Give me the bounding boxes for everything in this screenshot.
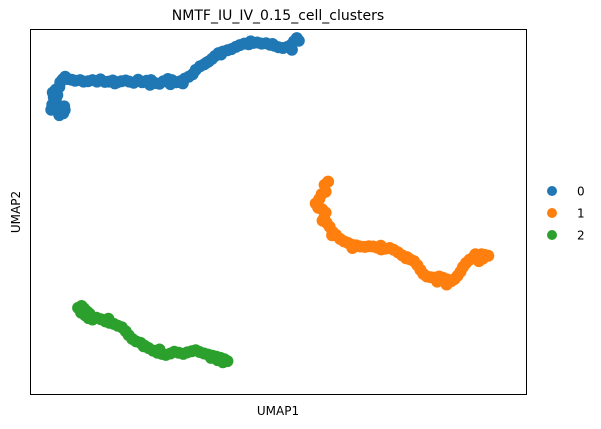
legend-marker xyxy=(547,208,557,218)
plot-frame xyxy=(30,29,527,395)
point-cluster-1 xyxy=(469,248,482,261)
legend-marker xyxy=(547,230,557,240)
chart-title: NMTF_IU_IV_0.15_cell_clusters xyxy=(172,8,384,24)
point-cluster-1 xyxy=(346,242,359,254)
series-1 xyxy=(309,175,495,291)
point-cluster-0 xyxy=(285,43,298,56)
point-cluster-0 xyxy=(292,34,305,47)
point-cluster-0 xyxy=(244,35,257,48)
point-cluster-0 xyxy=(215,48,227,61)
point-cluster-1 xyxy=(401,251,413,264)
legend-label: 1 xyxy=(577,207,585,221)
point-cluster-2 xyxy=(205,351,217,364)
series-0 xyxy=(45,32,305,122)
point-cluster-2 xyxy=(137,340,150,353)
point-cluster-0 xyxy=(176,77,189,90)
point-cluster-1 xyxy=(440,278,453,291)
point-cluster-2 xyxy=(102,312,115,325)
point-cluster-0 xyxy=(53,109,66,122)
legend-item-1: 1 xyxy=(547,207,585,221)
point-cluster-1 xyxy=(326,229,339,242)
point-cluster-0 xyxy=(144,78,156,91)
series-2 xyxy=(72,300,234,369)
x-axis-label: UMAP1 xyxy=(257,404,299,418)
point-cluster-0 xyxy=(58,100,71,113)
point-cluster-0 xyxy=(266,38,279,50)
legend-marker xyxy=(547,186,557,196)
point-cluster-1 xyxy=(316,214,329,227)
point-cluster-2 xyxy=(153,343,166,356)
points-layer xyxy=(45,32,495,369)
point-cluster-0 xyxy=(164,78,177,91)
point-cluster-1 xyxy=(322,175,335,188)
point-cluster-0 xyxy=(200,56,213,69)
legend-label: 0 xyxy=(577,185,585,199)
legend-item-0: 0 xyxy=(547,185,585,199)
point-cluster-1 xyxy=(431,275,444,288)
legend-item-2: 2 xyxy=(547,229,585,243)
point-cluster-0 xyxy=(108,77,121,90)
point-cluster-0 xyxy=(48,100,61,112)
legend: 0 1 2 xyxy=(547,185,585,243)
point-cluster-1 xyxy=(374,239,387,252)
y-axis-label: UMAP2 xyxy=(9,191,23,233)
legend-label: 2 xyxy=(577,229,585,243)
